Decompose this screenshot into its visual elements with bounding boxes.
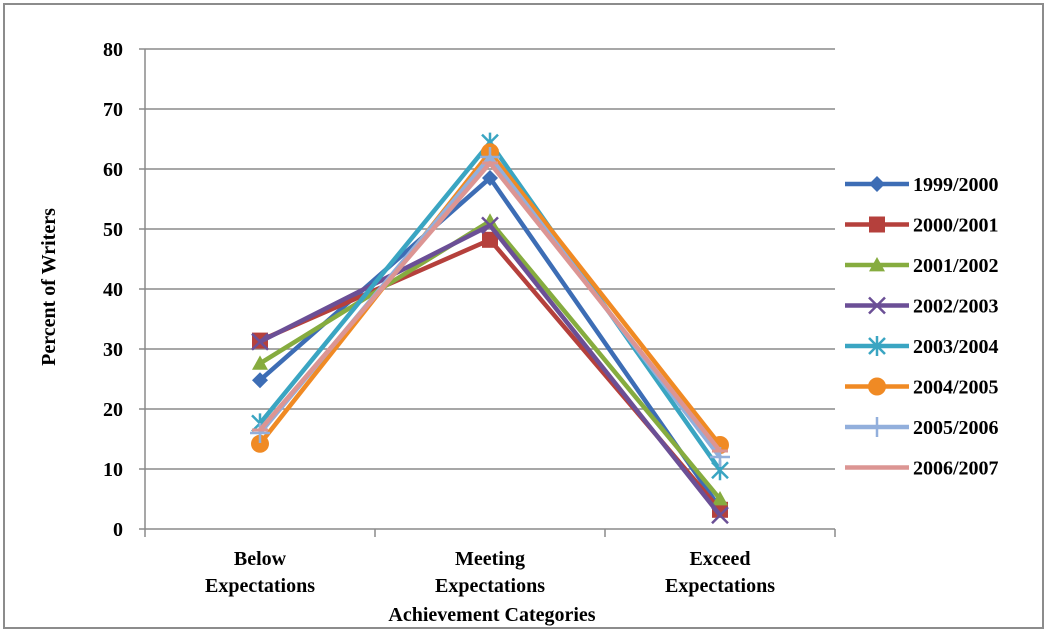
data-point <box>251 434 269 453</box>
data-point <box>481 216 499 235</box>
legend-marker <box>869 176 885 192</box>
data-point <box>712 501 728 518</box>
x-category-label: Meeting <box>455 548 525 570</box>
x-category-label: Below <box>234 548 287 570</box>
legend: 1999/2000 2000/2001 2001/2002 2002/2003 2003… <box>845 174 999 480</box>
chart-frame: 0 10 20 30 40 50 60 70 80 Below Expectations Meetin… <box>3 3 1044 629</box>
y-tick-label: 70 <box>103 99 123 121</box>
legend-marker <box>868 336 886 356</box>
legend-label: 2002/2003 <box>913 296 999 318</box>
data-point <box>252 355 268 370</box>
legend-label: 2005/2006 <box>913 417 999 439</box>
legend-item: 1999/2000 <box>845 174 999 196</box>
legend-marker <box>869 216 885 233</box>
data-point <box>252 372 268 389</box>
legend-item: 2002/2003 <box>845 296 999 318</box>
line-chart: 0 10 20 30 40 50 60 70 80 Below Expectations Meetin… <box>38 39 999 626</box>
data-point <box>251 332 269 351</box>
series-line <box>258 149 722 447</box>
y-tick-label: 30 <box>103 339 123 361</box>
series-2001-2002 <box>252 213 728 506</box>
y-tick-label: 80 <box>103 39 123 61</box>
legend-label: 2000/2001 <box>913 215 999 237</box>
gridlines <box>145 48 835 470</box>
x-category-label: Expectations <box>205 575 315 597</box>
legend-marker <box>868 296 886 315</box>
y-tick-label: 20 <box>103 399 123 421</box>
data-point <box>482 213 498 228</box>
legend-item: 2000/2001 <box>845 215 999 237</box>
x-axis-title: Achievement Categories <box>388 604 595 626</box>
legend-label: 2001/2002 <box>913 255 999 277</box>
data-point <box>250 423 270 443</box>
series-lines <box>250 132 730 525</box>
x-category-label: Expectations <box>435 575 545 597</box>
x-category-label: Expectations <box>665 575 775 597</box>
y-axis-title: Percent of Writers <box>38 208 60 366</box>
data-point <box>711 506 729 525</box>
y-tick-label: 50 <box>103 219 123 241</box>
legend-item: 2004/2005 <box>845 377 999 399</box>
data-point <box>482 170 498 186</box>
y-tick-label: 40 <box>103 279 123 301</box>
y-tick-label: 10 <box>103 459 123 481</box>
legend-item: 2001/2002 <box>845 255 999 277</box>
data-point <box>712 491 728 506</box>
x-category-label: Exceed <box>689 548 750 570</box>
axes: 0 10 20 30 40 50 60 70 80 Below Expectations Meetin… <box>103 39 836 597</box>
series-2006-2007 <box>252 160 728 453</box>
legend-item: 2003/2004 <box>845 336 999 358</box>
data-point <box>482 231 498 248</box>
legend-marker <box>868 377 886 396</box>
legend-label: 1999/2000 <box>913 174 999 196</box>
series-2002-2003 <box>251 216 729 525</box>
y-tick-label: 60 <box>103 159 123 181</box>
legend-label: 2004/2005 <box>913 377 999 399</box>
y-tick-label: 0 <box>113 519 123 541</box>
legend-item: 2005/2006 <box>845 417 999 439</box>
series-2004-2005 <box>251 143 729 454</box>
legend-marker <box>869 257 885 272</box>
legend-label: 2003/2004 <box>913 336 999 358</box>
legend-item: 2006/2007 <box>845 458 999 480</box>
legend-label: 2006/2007 <box>913 458 999 480</box>
legend-marker <box>867 417 887 437</box>
